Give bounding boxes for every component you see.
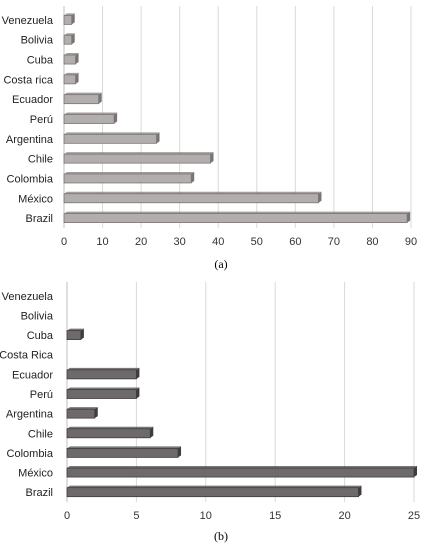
x-tick-label: 30 [174,236,186,248]
bar [66,328,84,340]
category-label: Bolivia [21,310,54,322]
chart-a-category-labels: Venezuela Bolivia Cuba Costa rica Ecuador Per… [2,15,54,225]
category-label: México [18,468,53,480]
bar [63,33,75,45]
category-label: Perú [30,114,53,126]
bar [66,466,417,478]
bar [63,171,195,184]
x-tick-label: 10 [200,510,212,522]
bar [63,152,214,164]
chart-a-bars [63,13,411,223]
chart-a: Venezuela Bolivia Cuba Costa rica Ecuador Per… [2,6,417,271]
chart-b-tick-labels: 0 5 10 15 20 25 [64,510,420,522]
x-tick-label: 0 [64,510,70,522]
x-tick-label: 15 [269,510,281,522]
category-label: Venezuela [2,15,54,27]
bar [66,387,140,399]
chart-a-grid [63,6,412,228]
bar [63,13,75,25]
bar [63,92,102,105]
bar [63,132,160,144]
bar [66,407,98,419]
category-label: Ecuador [12,94,53,106]
x-tick-label: 40 [212,236,224,248]
category-label: Venezuela [2,291,54,303]
x-tick-label: 90 [405,236,417,248]
bar [63,53,79,65]
x-tick-label: 20 [135,236,147,248]
bar [66,367,140,380]
x-tick-label: 5 [133,510,139,522]
chart-b-panel-label: (b) [214,529,228,543]
x-tick-label: 10 [96,236,108,248]
x-tick-label: 70 [328,236,340,248]
category-label: Ecuador [12,369,53,381]
category-label: Argentina [6,409,54,421]
bar [63,191,322,204]
category-label: Colombia [7,448,54,460]
bar [66,485,362,498]
category-label: México [18,193,53,205]
category-label: Cuba [27,55,54,67]
chart-b: Venezuela Bolivia Cuba Costa Rica Ecuador Per… [0,282,420,543]
category-label: Brazil [25,487,53,499]
x-tick-label: 80 [366,236,378,248]
bar [63,112,118,124]
category-label: Perú [30,389,53,401]
category-label: Chile [28,428,53,440]
category-label: Brazil [25,213,53,225]
category-label: Costa Rica [0,350,54,362]
bar [66,446,182,458]
chart-b-bars [66,328,417,498]
chart-a-panel-label: (a) [214,257,227,271]
category-label: Cuba [27,330,54,342]
category-label: Bolivia [21,35,54,47]
x-tick-label: 20 [338,510,350,522]
category-label: Chile [28,154,53,166]
x-tick-label: 60 [289,236,301,248]
bar [63,72,79,85]
category-label: Colombia [7,173,54,185]
chart-b-category-labels: Venezuela Bolivia Cuba Costa Rica Ecuador Per… [0,291,54,499]
x-tick-label: 50 [251,236,263,248]
x-tick-label: 0 [61,236,67,248]
bar [63,211,411,223]
category-label: Argentina [6,134,54,146]
x-tick-label: 25 [408,510,420,522]
chart-a-tick-labels: 0 10 20 30 40 50 60 70 80 90 [61,236,417,248]
bar [66,426,154,439]
category-label: Costa rica [3,74,53,86]
